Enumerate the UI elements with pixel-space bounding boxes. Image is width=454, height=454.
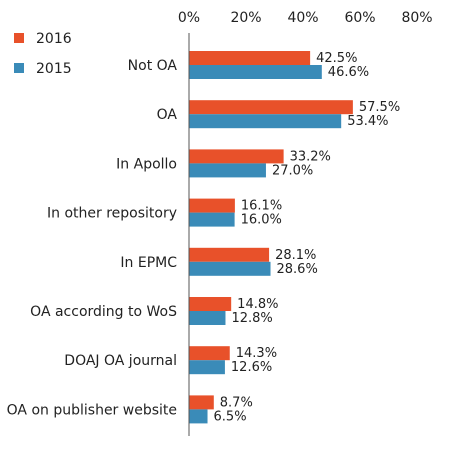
category-label: OA (157, 107, 178, 123)
bar-2016 (189, 395, 214, 410)
bar-2016 (189, 346, 230, 361)
legend-label-2016: 2016 (36, 31, 72, 47)
category-label: DOAJ OA journal (64, 353, 177, 369)
legend-swatch-2016 (14, 33, 24, 43)
bar-2016 (189, 198, 235, 213)
bar-2015 (189, 261, 271, 276)
data-label-2015: 12.8% (231, 311, 272, 326)
data-label-2015: 6.5% (214, 409, 247, 424)
x-tick-label: 80% (401, 10, 432, 26)
bar-2015 (189, 163, 266, 178)
bar-2015 (189, 409, 208, 424)
data-label-2016: 57.5% (359, 100, 400, 115)
data-label-2015: 16.0% (241, 213, 282, 228)
data-label-2016: 33.2% (290, 149, 331, 164)
bar-2015 (189, 65, 322, 79)
category-label: In other repository (47, 206, 177, 222)
bar-2016 (189, 297, 232, 311)
data-label-2015: 46.6% (328, 65, 369, 80)
category-label: In Apollo (116, 156, 177, 172)
data-label-2016: 28.1% (275, 248, 316, 263)
bar-2015 (189, 212, 235, 227)
bar-2016 (189, 100, 353, 115)
x-axis-ticks: 0% 20% 40% 60% 80% (178, 10, 433, 26)
data-label-2016: 16.1% (241, 199, 282, 214)
category-label: OA on publisher website (7, 402, 177, 418)
x-tick-label: 60% (344, 10, 375, 26)
bar-2015 (189, 360, 225, 375)
data-label-2016: 14.3% (236, 346, 277, 361)
bar-2015 (189, 114, 342, 129)
x-tick-label: 0% (178, 10, 200, 26)
legend-swatch-2015 (14, 63, 24, 73)
bar-2016 (189, 51, 311, 65)
data-labels: 42.5%46.6% 57.5%53.4% 33.2%27.0% 16.1%16.0%… (214, 51, 401, 424)
category-label: Not OA (128, 58, 178, 74)
data-label-2016: 8.7% (220, 395, 253, 410)
x-tick-label: 40% (287, 10, 318, 26)
bar-2016 (189, 247, 270, 262)
category-labels: Not OA OA In Apollo In other repository In E… (7, 58, 178, 418)
legend-label-2015: 2015 (36, 61, 72, 77)
bar-2015 (189, 311, 226, 325)
x-tick-label: 20% (230, 10, 261, 26)
category-label: OA according to WoS (30, 304, 177, 320)
data-label-2015: 28.6% (277, 262, 318, 277)
data-label-2015: 53.4% (347, 114, 388, 129)
category-label: In EPMC (120, 255, 177, 271)
data-label-2015: 27.0% (272, 163, 313, 178)
bars (189, 51, 353, 424)
data-label-2016: 14.8% (237, 297, 278, 312)
legend: 2016 2015 (14, 31, 72, 77)
bar-2016 (189, 149, 284, 164)
data-label-2016: 42.5% (316, 51, 357, 66)
data-label-2015: 12.6% (231, 360, 272, 375)
